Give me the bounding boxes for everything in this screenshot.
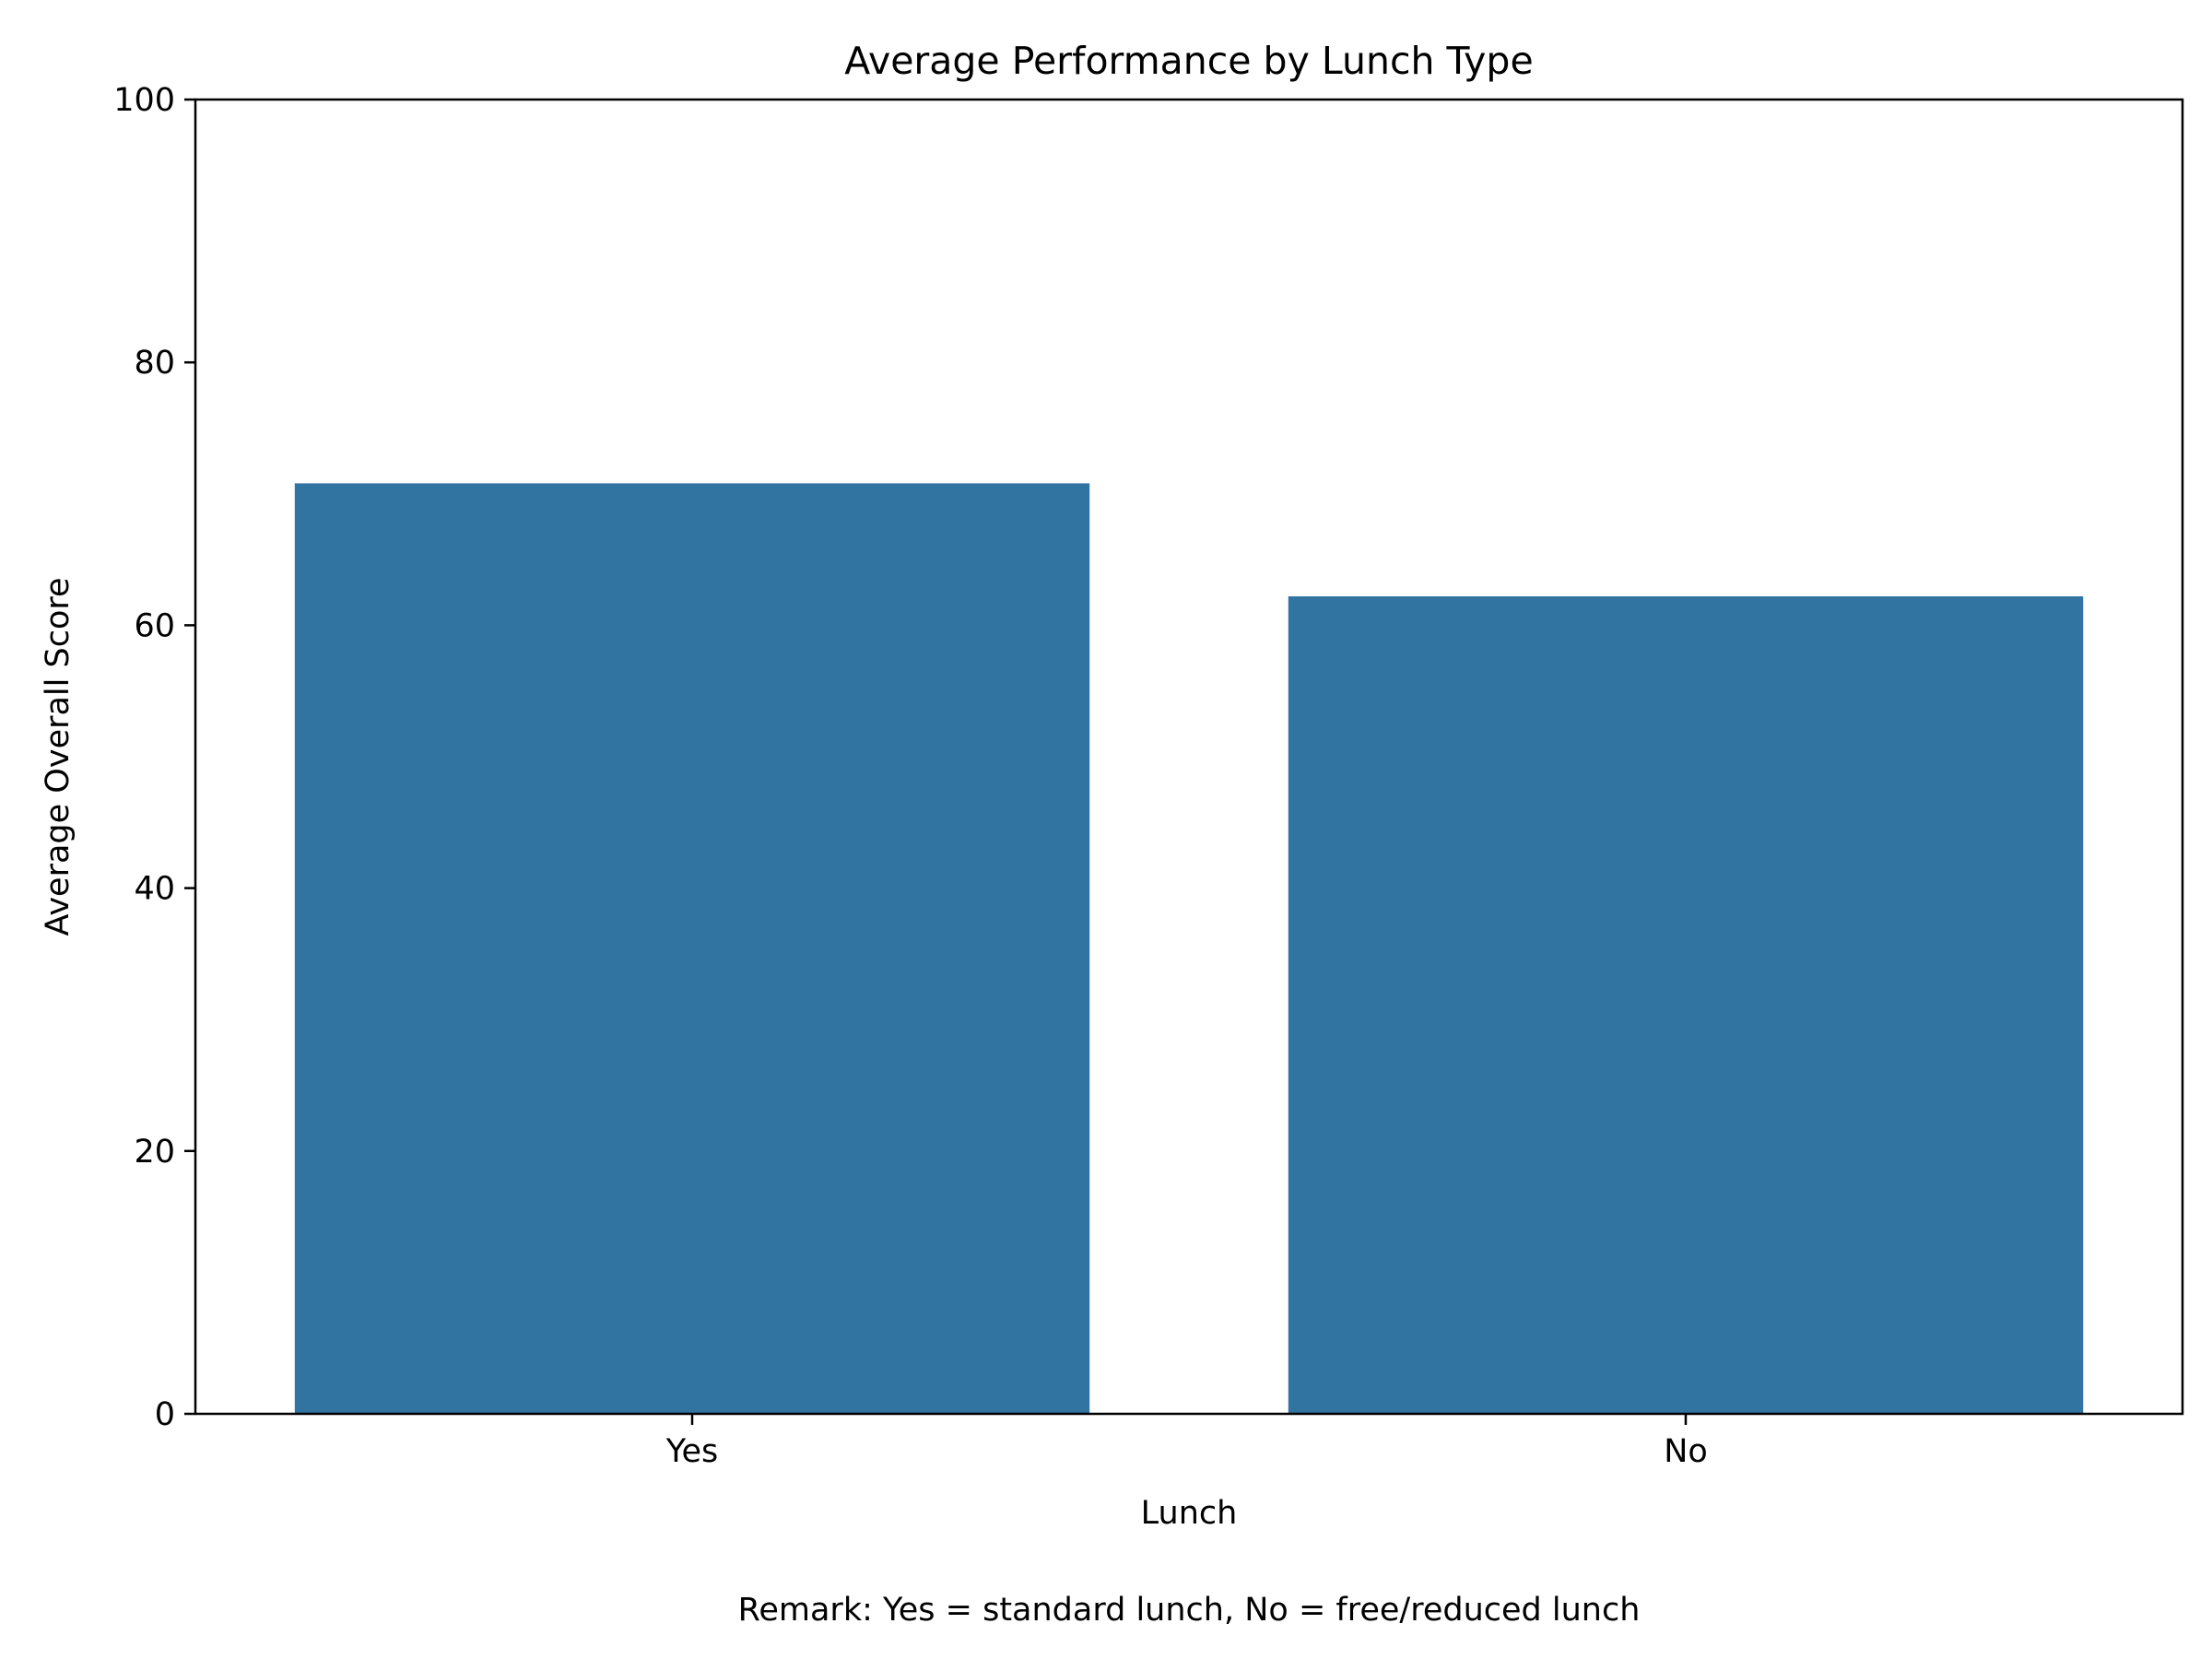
x-tick-label: No bbox=[1664, 1433, 1708, 1470]
bar-no bbox=[1288, 596, 2084, 1414]
y-tick-label: 80 bbox=[134, 345, 175, 382]
y-tick-label: 0 bbox=[155, 1396, 175, 1433]
y-tick-label: 40 bbox=[134, 871, 175, 908]
y-axis-label: Average Overall Score bbox=[40, 577, 76, 935]
bar-yes bbox=[294, 483, 1090, 1414]
chart-title: Average Performance by Lunch Type bbox=[844, 39, 1533, 83]
remark-note: Remark: Yes = standard lunch, No = free/… bbox=[738, 1592, 1641, 1629]
y-tick-label: 60 bbox=[134, 607, 175, 644]
y-tick-label: 20 bbox=[134, 1134, 175, 1171]
x-axis-ticks: Yes No bbox=[665, 1414, 1708, 1470]
x-axis-label: Lunch bbox=[1141, 1495, 1238, 1532]
plot-frame bbox=[194, 98, 2184, 1416]
y-axis-ticks: 0 20 40 60 80 100 bbox=[113, 82, 195, 1433]
y-tick-label: 100 bbox=[113, 82, 175, 119]
bars-layer bbox=[294, 483, 2084, 1414]
x-tick-label: Yes bbox=[665, 1433, 719, 1470]
